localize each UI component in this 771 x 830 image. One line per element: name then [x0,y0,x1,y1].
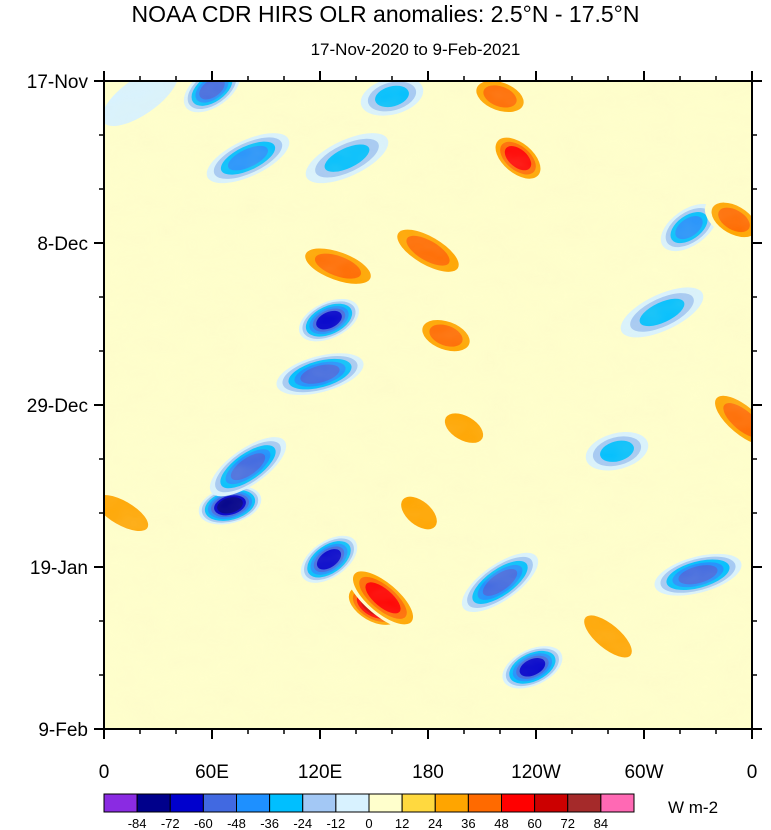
colorbar-level-label: -48 [227,816,246,830]
colorbar [103,793,635,813]
chart-subtitle: 17-Nov-2020 to 9-Feb-2021 [310,40,521,59]
colorbar-swatch [136,793,171,813]
colorbar-swatch [368,793,403,813]
x-tick-label: 120W [511,762,561,783]
y-tick-label: 9-Feb [38,720,88,741]
colorbar-swatch [269,793,304,813]
field-texture [104,81,752,729]
y-tick-label: 17-Nov [27,72,89,93]
y-axis-labels: 17-Nov 8-Dec 29-Dec 19-Jan 9-Feb [27,72,89,741]
colorbar-swatch [401,793,436,813]
x-tick-label: 180 [412,762,444,783]
colorbar-level-label: -84 [128,816,147,830]
colorbar-swatch [434,793,469,813]
colorbar-level-label: 60 [527,816,541,830]
colorbar-level-label: 48 [494,816,508,830]
colorbar-level-label: 0 [365,816,372,830]
colorbar-level-label: -24 [293,816,312,830]
colorbar-swatch [169,793,204,813]
y-tick-label: 29-Dec [27,396,88,417]
x-tick-label: 60E [195,762,229,783]
colorbar-units: W m-2 [668,798,719,817]
colorbar-swatch [467,793,502,813]
chart-title: NOAA CDR HIRS OLR anomalies: 2.5°N - 17.… [131,1,640,27]
colorbar-swatch [202,793,237,813]
x-axis-labels: 0 60E 120E 180 120W 60W 0 [99,762,758,783]
colorbar-level-label: 36 [461,816,475,830]
colorbar-level-label: -12 [326,816,345,830]
colorbar-swatch [534,793,569,813]
colorbar-swatch [567,793,602,813]
x-tick-label: 120E [298,762,342,783]
x-tick-label: 60W [624,762,663,783]
colorbar-level-label: -60 [194,816,213,830]
x-tick-label: 0 [747,762,758,783]
colorbar-level-label: 72 [561,816,575,830]
colorbar-swatch [302,793,337,813]
colorbar-level-label: -36 [260,816,279,830]
colorbar-swatch [600,793,635,813]
colorbar-labels: -84 -72 -60 -48 -36 -24 -12 0 12 24 36 48 60 72 84 [128,816,608,830]
axis-ticks [94,71,762,739]
colorbar-swatch [335,793,370,813]
colorbar-swatch [236,793,271,813]
colorbar-level-label: 12 [395,816,409,830]
y-tick-label: 8-Dec [37,234,88,255]
y-tick-label: 19-Jan [30,558,88,579]
colorbar-swatch [103,793,138,813]
x-tick-label: 0 [99,762,110,783]
colorbar-level-label: -72 [161,816,180,830]
colorbar-swatch [501,793,536,813]
colorbar-level-label: 84 [594,816,608,830]
colorbar-level-label: 24 [428,816,442,830]
